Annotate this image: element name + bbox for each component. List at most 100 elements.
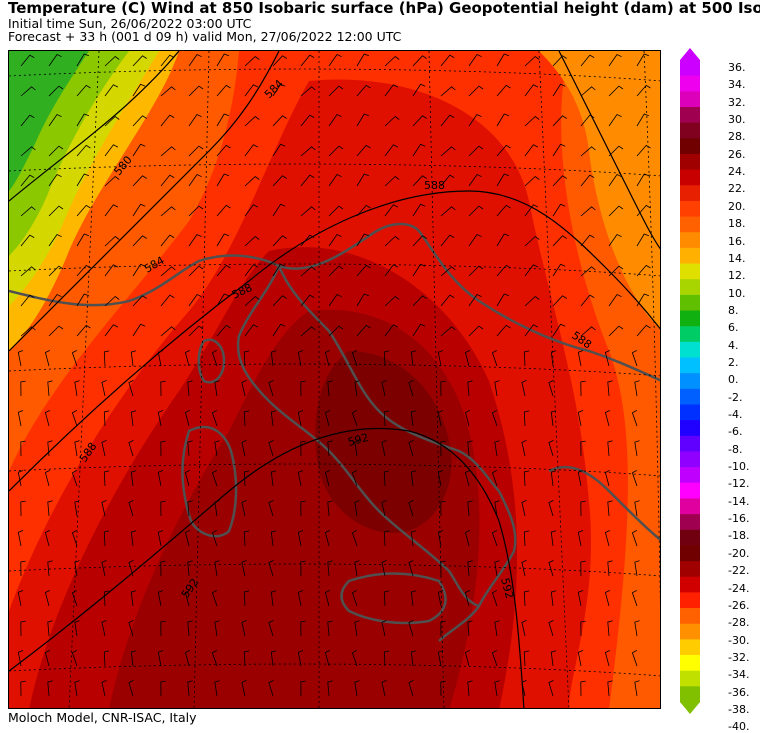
- wind-barb: [101, 620, 107, 637]
- wind-barb: [103, 470, 110, 487]
- wind-barb: [216, 293, 230, 307]
- wind-barb: [71, 590, 78, 607]
- colorbar-label: -34.: [728, 668, 750, 682]
- wind-barb: [128, 680, 134, 697]
- wind-barb: [244, 144, 259, 157]
- wind-barb: [244, 295, 260, 307]
- wind-barb: [244, 175, 260, 187]
- wind-barb: [496, 204, 511, 217]
- wind-barb: [104, 235, 120, 247]
- wind-barb: [408, 500, 414, 517]
- colorbar-swatch: [680, 341, 700, 359]
- colorbar-swatch: [680, 639, 700, 656]
- wind-barb: [464, 530, 471, 547]
- wind-barb: [577, 530, 584, 547]
- wind-barb: [270, 470, 277, 487]
- wind-barb: [241, 680, 247, 697]
- wind-barb: [76, 293, 90, 307]
- colorbar-label: -40.: [728, 720, 750, 733]
- contour-584: [9, 51, 280, 352]
- colorbar-swatch: [680, 153, 700, 171]
- wind-barb: [244, 84, 259, 97]
- wind-barb: [187, 380, 193, 397]
- colorbar-swatch: [680, 169, 700, 186]
- colorbar-label: 28.: [728, 130, 746, 144]
- wind-barb: [354, 620, 360, 637]
- wind-barb: [324, 350, 331, 367]
- wind-barb: [327, 560, 333, 577]
- wind-barb: [300, 620, 306, 637]
- wind-barb: [324, 530, 331, 547]
- wind-barb: [464, 410, 471, 427]
- wind-barb: [300, 206, 316, 217]
- colorbar-swatch: [680, 435, 700, 452]
- colorbar-swatch: [680, 514, 700, 531]
- colorbar-label: -28.: [728, 616, 750, 630]
- wind-barb: [496, 293, 510, 307]
- wind-barb: [412, 175, 427, 187]
- wind-barb: [188, 293, 202, 307]
- wind-barb: [20, 326, 36, 337]
- wind-barb: [17, 530, 24, 547]
- wind-barb: [496, 264, 511, 277]
- colorbar-min-arrow: [680, 702, 700, 714]
- wind-barb: [351, 350, 358, 367]
- colorbar-label: 4.: [728, 338, 739, 352]
- wind-barb: [636, 53, 650, 67]
- wind-barb: [524, 175, 540, 187]
- wind-barb: [548, 620, 554, 637]
- wind-barb: [216, 53, 230, 67]
- wind-barb: [20, 680, 26, 697]
- colorbar-label: 34.: [728, 78, 746, 92]
- wind-barb: [577, 470, 584, 487]
- wind-barb: [491, 530, 498, 547]
- coastline-north: [9, 222, 660, 382]
- wind-barb: [211, 470, 218, 487]
- wind-barb: [384, 84, 399, 97]
- wind-barb: [408, 440, 414, 457]
- colorbar-swatch: [680, 279, 700, 296]
- wind-barb: [384, 144, 399, 157]
- wind-barb: [631, 650, 638, 667]
- wind-barb: [244, 204, 259, 217]
- wind-barb: [101, 500, 107, 517]
- contour-east: [558, 51, 660, 250]
- wind-barb: [580, 326, 596, 337]
- wind-barb: [356, 264, 371, 277]
- wind-barb: [636, 233, 650, 247]
- wind-barb: [211, 410, 218, 427]
- wind-barb: [74, 680, 80, 697]
- wind-barb: [384, 115, 400, 127]
- wind-barb: [160, 326, 176, 337]
- wind-barb: [272, 263, 286, 277]
- wind-barb: [384, 175, 400, 187]
- wind-barb: [408, 620, 414, 637]
- colorbar-swatch: [680, 404, 700, 421]
- colorbar-label: -18.: [728, 529, 750, 543]
- wind-barb: [47, 380, 53, 397]
- wind-barb: [48, 205, 64, 217]
- wind-barb: [634, 500, 640, 517]
- colorbar-label: -4.: [728, 408, 743, 421]
- wind-barb: [580, 294, 595, 307]
- colorbar-label: 22.: [728, 182, 746, 196]
- wind-barb: [76, 144, 91, 157]
- wind-barb: [634, 560, 640, 577]
- wind-barb: [216, 113, 230, 127]
- colorbar-swatch: [680, 60, 700, 77]
- wind-barb: [268, 500, 274, 517]
- wind-barb: [211, 530, 218, 547]
- wind-barb: [157, 590, 164, 607]
- colorbar-label: -38.: [728, 702, 750, 716]
- wind-barb: [608, 265, 624, 277]
- wind-barb: [636, 113, 650, 127]
- wind-barb: [327, 620, 333, 637]
- wind-barb: [214, 680, 220, 697]
- wind-barb: [216, 144, 231, 157]
- wind-barb: [410, 590, 417, 607]
- wind-barb: [272, 143, 286, 157]
- wind-barb: [356, 324, 371, 337]
- contour-588: [9, 190, 660, 492]
- wind-barb: [410, 530, 417, 547]
- wind-barb: [437, 350, 444, 367]
